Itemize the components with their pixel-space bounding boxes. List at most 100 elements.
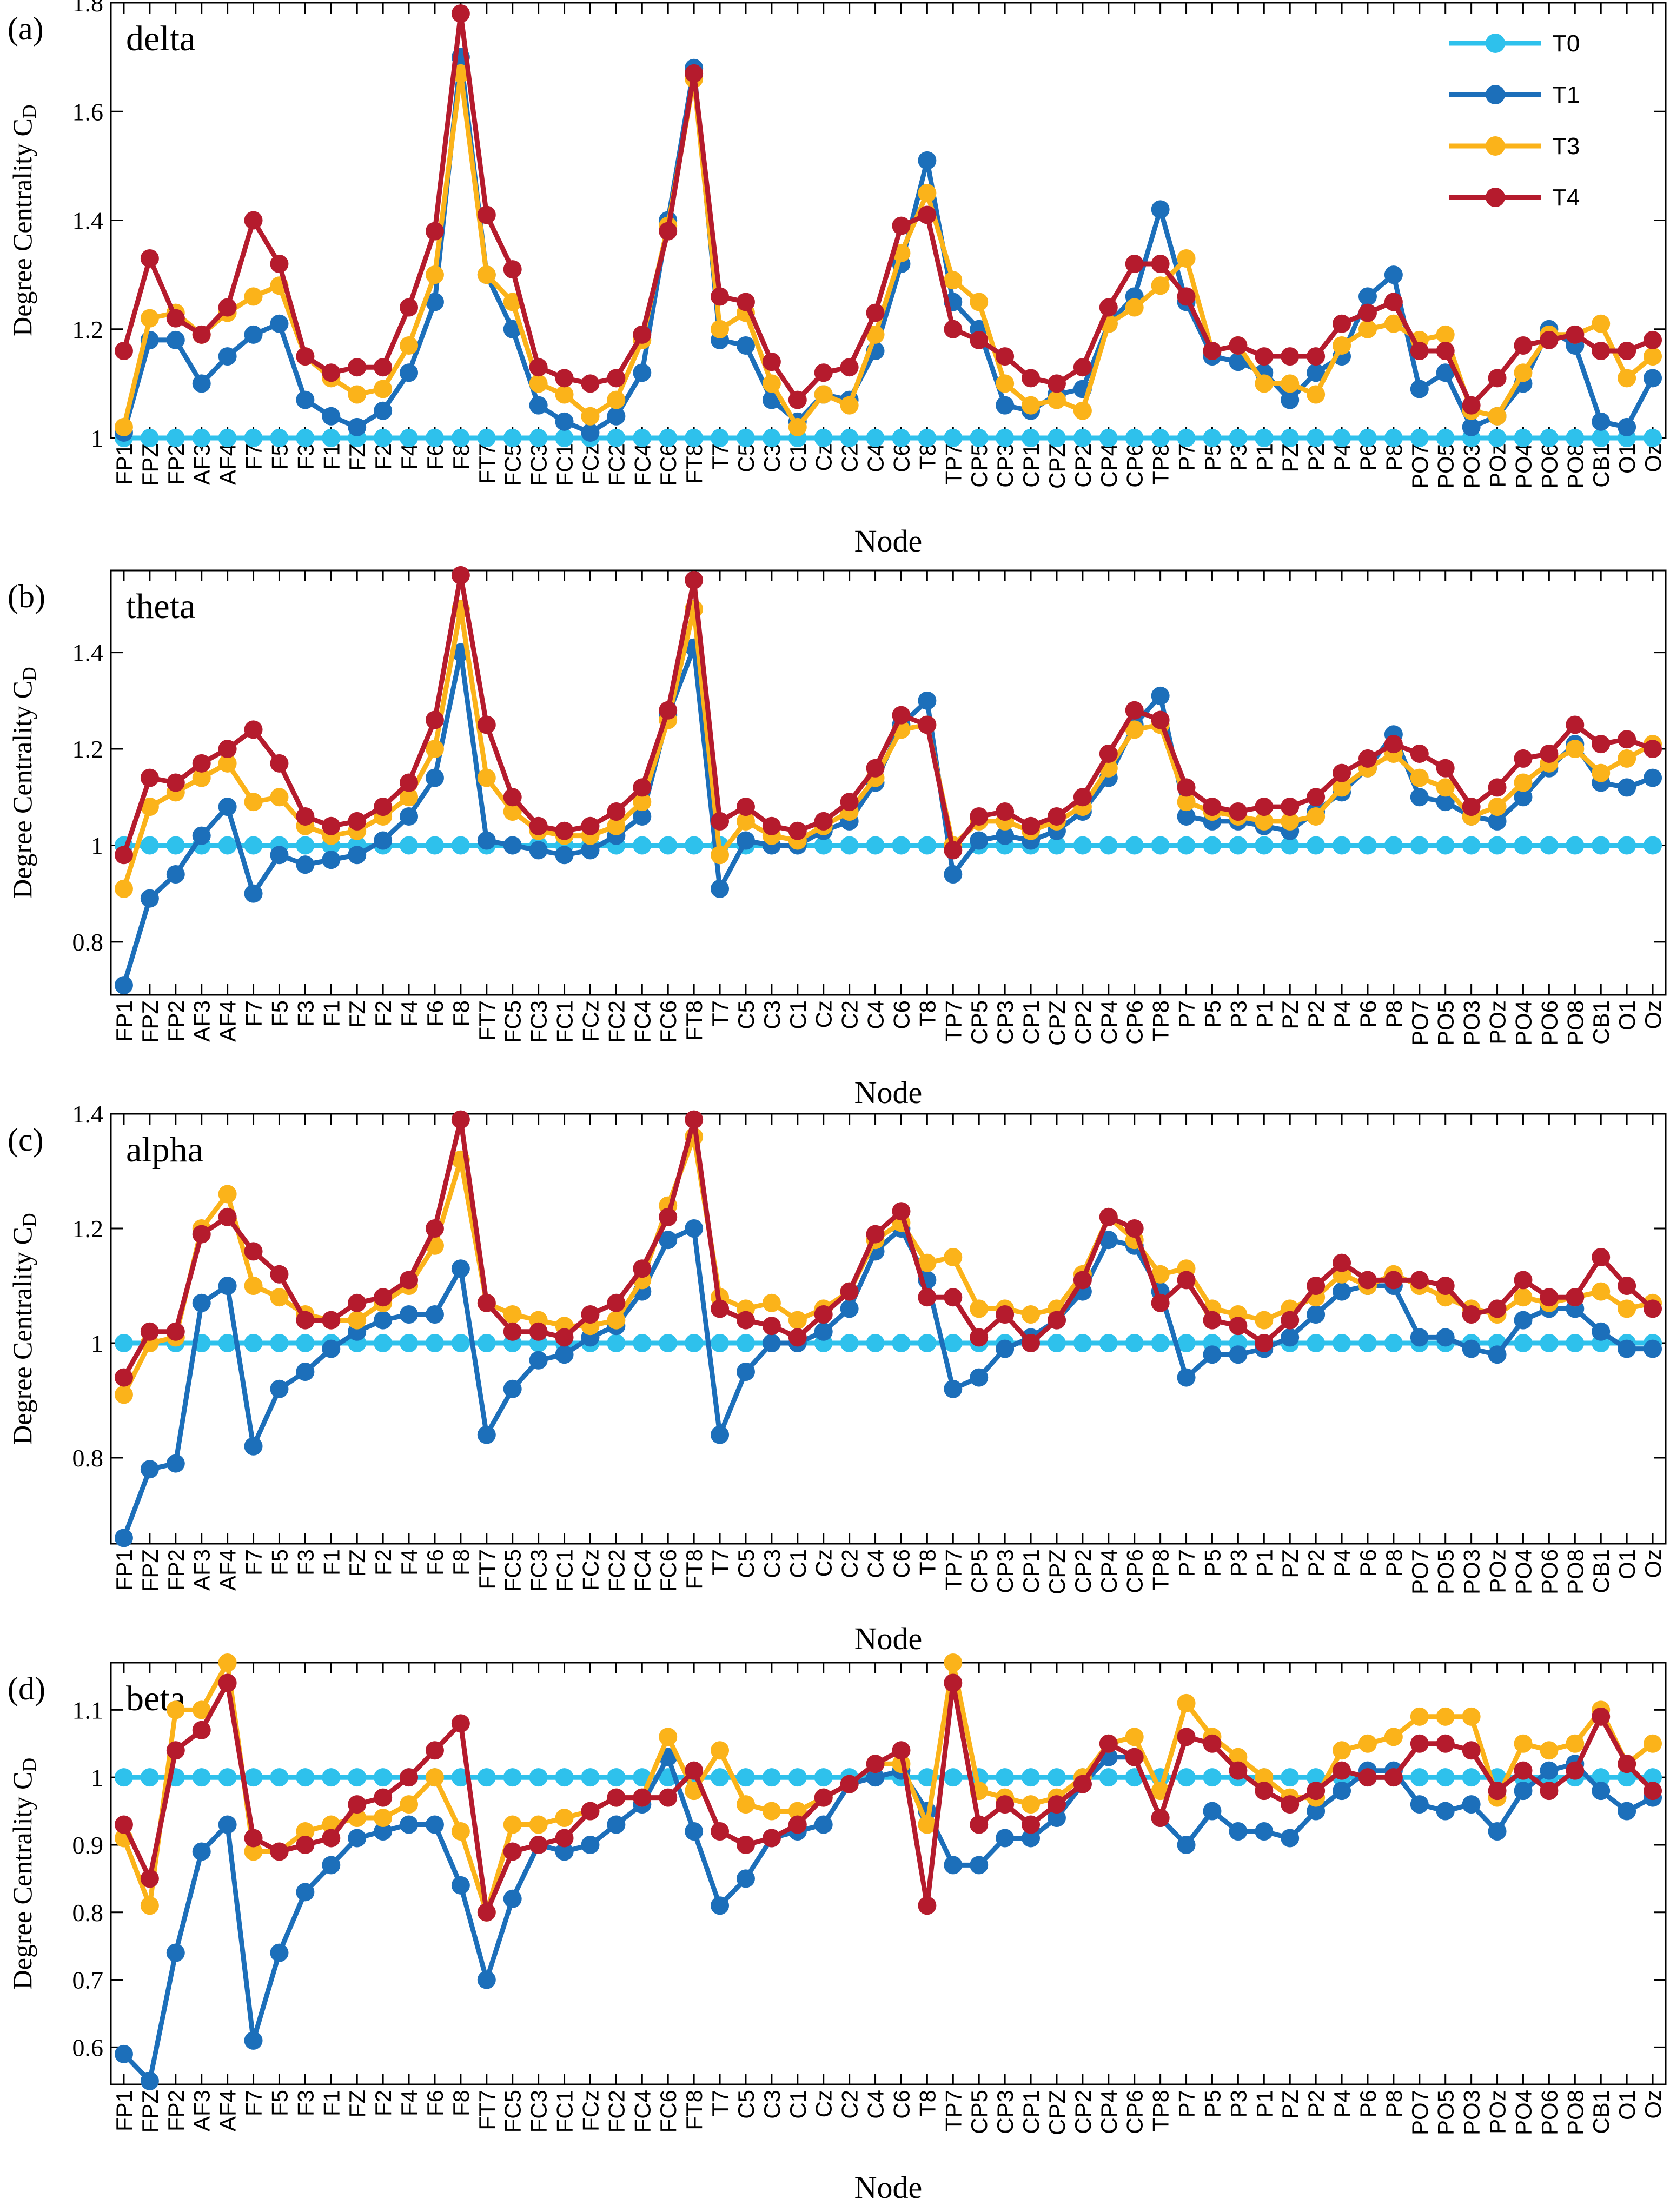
x-tick-label: TP8	[1148, 1000, 1174, 1042]
data-point-T1	[581, 1835, 600, 1854]
data-point-T1	[1462, 1795, 1481, 1814]
data-point-T1	[296, 390, 315, 409]
data-point-T4	[840, 358, 859, 377]
data-point-T0	[1307, 429, 1326, 447]
data-point-T1	[322, 407, 341, 426]
data-point-T1	[996, 1829, 1015, 1848]
x-tick-label: CP3	[992, 1549, 1018, 1593]
data-point-T4	[581, 1802, 600, 1821]
data-point-T4	[451, 1714, 470, 1733]
data-point-T0	[1436, 429, 1455, 447]
data-point-T4	[166, 773, 185, 792]
data-point-T4	[218, 1673, 237, 1692]
data-point-T3	[788, 1802, 807, 1821]
x-tick-label: PO5	[1433, 443, 1459, 489]
x-tick-label: C6	[889, 1000, 914, 1029]
x-tick-label: F3	[293, 1000, 318, 1027]
data-point-T0	[970, 429, 989, 447]
data-point-T4	[1644, 330, 1662, 349]
data-point-T1	[1436, 363, 1455, 382]
data-point-T0	[1255, 429, 1274, 447]
data-point-T4	[1566, 715, 1585, 734]
x-tick-label: FC1	[552, 443, 578, 486]
data-point-T0	[296, 1768, 315, 1787]
data-point-T4	[192, 325, 211, 344]
x-tick-label: O1	[1614, 443, 1640, 474]
panel-label: (d)	[8, 1671, 45, 1706]
data-point-T1	[1229, 1345, 1248, 1364]
data-point-T4	[477, 715, 496, 734]
data-point-T3	[451, 1822, 470, 1841]
data-point-T0	[944, 429, 963, 447]
data-point-T3	[607, 390, 626, 409]
data-point-T0	[918, 836, 937, 855]
data-point-T4	[685, 1110, 704, 1129]
data-point-T3	[1307, 385, 1326, 404]
data-point-T1	[736, 1363, 755, 1381]
data-point-T4	[762, 353, 781, 371]
x-tick-label: T7	[707, 2090, 733, 2116]
data-point-T3	[1462, 1707, 1481, 1726]
data-point-T0	[711, 1334, 730, 1352]
data-point-T3	[762, 1802, 781, 1821]
x-tick-label: Oz	[1640, 1000, 1666, 1029]
data-point-T0	[1047, 429, 1066, 447]
data-point-T4	[348, 1795, 367, 1814]
x-tick-label: PO8	[1562, 2090, 1588, 2135]
data-point-T4	[140, 249, 159, 268]
x-tick-label: C3	[759, 1549, 785, 1578]
data-point-T4	[244, 1829, 263, 1848]
x-tick-label: FC4	[629, 2090, 655, 2133]
data-point-T3	[1436, 778, 1455, 797]
data-point-T4	[1022, 816, 1041, 835]
data-point-T4	[1436, 759, 1455, 778]
data-point-T3	[270, 788, 289, 807]
data-point-T0	[996, 1768, 1015, 1787]
data-point-T3	[1177, 793, 1196, 812]
x-tick-label: FC4	[629, 1000, 655, 1043]
x-tick-label: F8	[448, 2090, 474, 2116]
data-point-T4	[607, 1788, 626, 1807]
data-point-T1	[944, 865, 963, 884]
data-point-T1	[270, 1379, 289, 1398]
data-point-T4	[1358, 1768, 1377, 1787]
data-point-T4	[633, 778, 652, 797]
data-point-T1	[1229, 353, 1248, 371]
data-point-T0	[1203, 429, 1222, 447]
data-point-T0	[1125, 429, 1144, 447]
data-point-T0	[633, 1334, 652, 1352]
data-point-T4	[1099, 744, 1118, 763]
x-tick-label: PO6	[1536, 443, 1562, 489]
data-point-T0	[374, 1768, 393, 1787]
data-point-T0	[1177, 836, 1196, 855]
data-point-T1	[1177, 1835, 1196, 1854]
y-tick-label: 1.2	[72, 735, 104, 763]
x-tick-label: PO8	[1562, 443, 1588, 489]
data-point-T4	[970, 807, 989, 826]
data-point-T4	[711, 1822, 730, 1841]
data-point-T0	[685, 1334, 704, 1352]
data-point-T4	[1229, 1761, 1248, 1780]
x-tick-label: C4	[863, 443, 889, 473]
x-tick-label: FP1	[111, 443, 137, 485]
data-point-T4	[270, 1842, 289, 1861]
data-point-T3	[1177, 1693, 1196, 1712]
data-point-T4	[892, 1741, 911, 1760]
data-point-T0	[218, 1334, 237, 1352]
x-tick-label: FC6	[655, 2090, 681, 2133]
data-point-T4	[555, 1829, 574, 1848]
x-tick-label: FT7	[474, 1549, 500, 1590]
x-tick-label: FC1	[552, 2090, 578, 2133]
data-point-T1	[711, 1896, 730, 1915]
x-tick-label: Oz	[1640, 2090, 1666, 2119]
data-point-T3	[581, 407, 600, 426]
x-tick-label: CPZ	[1044, 1000, 1070, 1046]
data-point-T0	[1151, 836, 1170, 855]
data-point-T4	[1462, 1305, 1481, 1324]
data-point-T4	[736, 1835, 755, 1854]
x-axis-label: Node	[854, 1075, 923, 1110]
data-point-T4	[736, 798, 755, 816]
data-point-T4	[322, 816, 341, 835]
data-point-T0	[633, 836, 652, 855]
